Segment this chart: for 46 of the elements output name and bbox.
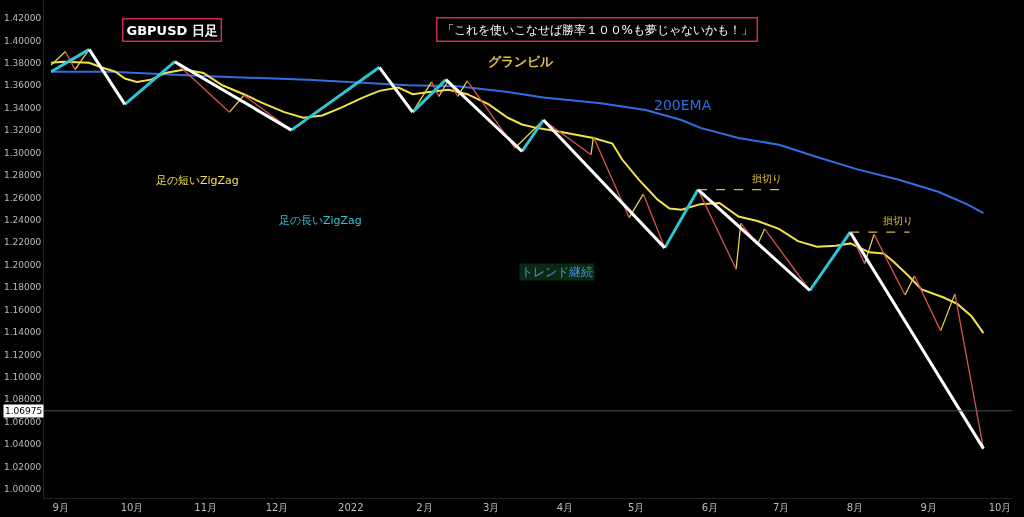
x-tick-label: 5月 (628, 502, 645, 513)
y-tick-label: 1.40000 (3, 35, 42, 46)
y-tick-label: 1.22000 (3, 237, 42, 248)
y-tick-label: 1.34000 (3, 102, 42, 113)
y-tick-label: 1.20000 (3, 259, 42, 270)
y-tick-label: 1.18000 (3, 282, 42, 293)
ref-line-label: 1.06975 (5, 406, 43, 416)
x-tick-label: 12月 (265, 502, 289, 513)
y-tick-label: 1.24000 (3, 214, 42, 225)
y-tick-label: 1.16000 (3, 304, 42, 315)
y-tick-label: 1.10000 (3, 372, 42, 383)
y-tick-label: 1.30000 (3, 147, 42, 158)
x-tick-label: 2022 (338, 502, 364, 513)
x-tick-label: 3月 (482, 502, 500, 513)
x-tick-label: 11月 (194, 502, 218, 513)
y-tick-label: 1.32000 (3, 125, 42, 136)
annotation: 損切り (752, 173, 782, 184)
series-label: 200EMA (654, 97, 712, 113)
annotation: トレンド継続 (521, 265, 593, 279)
x-tick-label: 6月 (701, 502, 719, 513)
y-tick-label: 1.42000 (3, 13, 42, 24)
annotation: 足の長いZigZag (279, 214, 362, 227)
y-tick-label: 1.26000 (3, 192, 42, 203)
annotation: 足の短いZigZag (156, 174, 239, 187)
text: GBPUSD 日足 (126, 22, 218, 38)
y-tick-label: 1.02000 (3, 461, 42, 472)
x-tick-label: 10月 (120, 502, 144, 513)
annotation: 損切り (883, 215, 913, 226)
y-tick-label: 1.04000 (3, 439, 42, 450)
y-tick-label: 1.14000 (3, 327, 42, 338)
y-tick-label: 1.36000 (3, 80, 42, 91)
x-tick-label: 7月 (773, 502, 790, 513)
y-tick-label: 1.38000 (3, 57, 42, 68)
x-tick-label: 8月 (846, 502, 864, 513)
x-tick-label: 2月 (416, 502, 433, 513)
y-tick-label: 1.00000 (3, 484, 42, 495)
x-tick-label: 9月 (52, 502, 69, 513)
y-tick-label: 1.06000 (3, 416, 42, 427)
x-tick-label: 9月 (920, 502, 937, 513)
text: 「これを使いこなせば勝率１００%も夢じゃないかも！」 (441, 22, 753, 37)
annotation: グランビル (488, 54, 554, 69)
y-tick-label: 1.08000 (3, 394, 42, 405)
x-tick-label: 10月 (988, 502, 1012, 513)
y-tick-label: 1.28000 (3, 170, 42, 181)
y-tick-label: 1.12000 (3, 349, 42, 360)
x-tick-label: 4月 (556, 502, 574, 513)
